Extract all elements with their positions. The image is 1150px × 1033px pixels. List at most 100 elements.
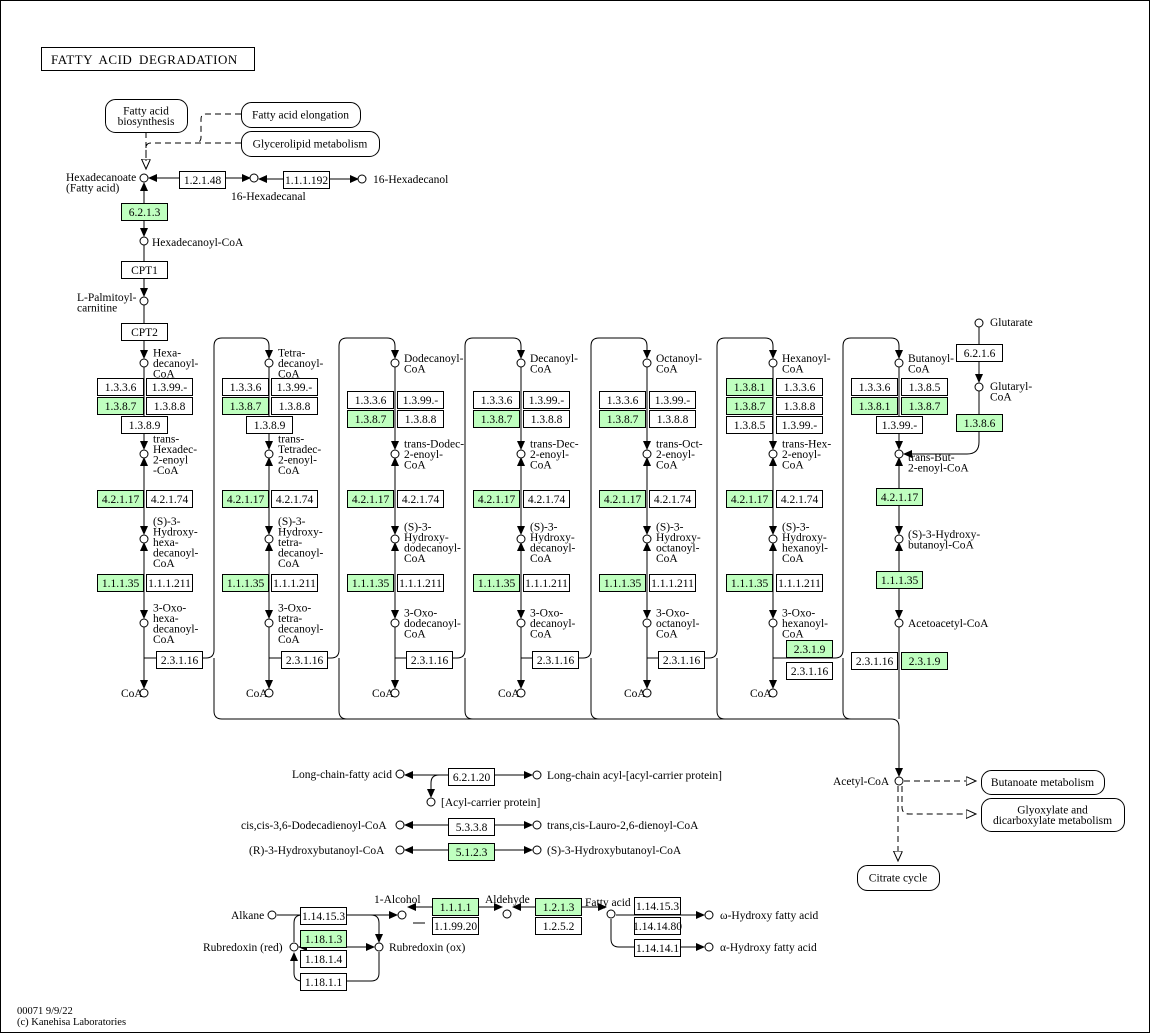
enzyme-box[interactable]: 1.3.3.6	[97, 378, 144, 396]
enzyme-box[interactable]: 6.2.1.3	[121, 203, 168, 221]
compound[interactable]: Glutaryl-CoA	[974, 381, 1032, 404]
compound-node[interactable]	[642, 688, 652, 698]
compound[interactable]: α-Hydroxy fatty acid	[704, 942, 817, 954]
compound[interactable]: Hexadecanoyl-CoA	[139, 236, 244, 249]
enzyme-box[interactable]: 1.3.8.7	[726, 397, 773, 415]
compound[interactable]: (S)-3-Hydroxy-tetra-decanoyl-CoA	[264, 516, 324, 570]
enzyme-box[interactable]: 1.1.1.211	[649, 574, 696, 592]
enzyme-box[interactable]: 4.2.1.74	[776, 490, 823, 508]
enzyme-box[interactable]: 2.3.1.16	[786, 662, 833, 680]
compound-node[interactable]	[390, 688, 400, 698]
compound[interactable]: Fatty acid	[585, 897, 631, 919]
map-link[interactable]: Butanoate metabolism	[981, 770, 1105, 795]
compound[interactable]: (R)-3-Hydroxybutanoyl-CoA	[249, 845, 405, 857]
compound[interactable]: Acetyl-CoA	[833, 776, 904, 788]
compound-node[interactable]	[704, 910, 714, 920]
compound[interactable]: trans,cis-Lauro-2,6-dienoyl-CoA	[532, 820, 699, 832]
compound[interactable]: CoA	[246, 688, 274, 700]
compound[interactable]: (S)-3-Hydroxy-decanoyl-CoA	[516, 521, 576, 565]
enzyme-box[interactable]: 1.3.8.9	[246, 416, 293, 434]
enzyme-box[interactable]: 1.14.15.3	[634, 897, 681, 915]
compound-node[interactable]	[395, 769, 405, 779]
compound[interactable]: CoA	[372, 688, 400, 700]
compound-node[interactable]	[374, 942, 384, 952]
enzyme-box[interactable]: 1.3.99.-	[271, 378, 318, 396]
enzyme-box[interactable]: 1.1.1.211	[146, 574, 193, 592]
enzyme-box[interactable]: 1.1.99.20	[432, 917, 479, 935]
enzyme-box[interactable]: 2.3.1.9	[901, 652, 948, 670]
compound[interactable]: 16-Hexadecanol	[357, 174, 448, 186]
map-link[interactable]: Fatty acid biosynthesis	[105, 99, 188, 133]
enzyme-box[interactable]: 1.1.1.211	[271, 574, 318, 592]
compound[interactable]: 16-Hexadecanal	[231, 173, 306, 203]
enzyme-box[interactable]: 1.3.99.-	[876, 416, 923, 434]
enzyme-box[interactable]: 1.3.8.7	[473, 410, 520, 428]
enzyme-box[interactable]: 1.18.1.3	[300, 930, 347, 948]
compound-node[interactable]	[139, 618, 149, 628]
compound[interactable]: 3-Oxo-tetra-decanoyl-CoA	[264, 602, 324, 646]
compound-node[interactable]	[768, 449, 778, 459]
compound[interactable]: CoA	[121, 688, 149, 700]
enzyme-box[interactable]: 1.1.1.211	[523, 574, 570, 592]
enzyme-box[interactable]: 1.3.3.6	[599, 391, 646, 409]
enzyme-box[interactable]: 4.2.1.17	[473, 490, 520, 508]
enzyme-box[interactable]: 1.3.8.8	[649, 410, 696, 428]
compound[interactable]: 3-Oxo-decanoyl-CoA	[516, 608, 576, 641]
compound-node[interactable]	[532, 770, 542, 780]
enzyme-box[interactable]: 4.2.1.17	[347, 490, 394, 508]
enzyme-box[interactable]: 1.3.8.8	[397, 410, 444, 428]
compound[interactable]: Butanoyl-CoA	[894, 353, 954, 376]
compound-node[interactable]	[139, 296, 149, 306]
compound-node[interactable]	[894, 449, 904, 459]
enzyme-box[interactable]: 4.2.1.74	[523, 490, 570, 508]
compound-node[interactable]	[516, 449, 526, 459]
compound-node[interactable]	[139, 358, 149, 368]
compound[interactable]: (S)-3-Hydroxy-dodecanoyl-CoA	[390, 521, 461, 565]
enzyme-box[interactable]: 2.3.1.16	[851, 652, 898, 670]
compound-node[interactable]	[516, 358, 526, 368]
compound[interactable]: trans-Hexadec-2-enoyl -CoA	[139, 433, 197, 477]
compound[interactable]: Hexadecanoate (Fatty acid)	[66, 172, 149, 195]
compound[interactable]: (S)-3-Hydroxy-hexa-decanoyl-CoA	[139, 516, 199, 570]
compound[interactable]: Decanoyl-CoA	[516, 353, 578, 376]
enzyme-box[interactable]: 1.3.8.8	[776, 397, 823, 415]
compound[interactable]: (S)-3-Hydroxy-octanoyl-CoA	[642, 521, 701, 565]
compound-node[interactable]	[139, 236, 149, 246]
enzyme-box[interactable]: 1.3.8.7	[347, 410, 394, 428]
enzyme-box[interactable]: 1.3.99.-	[776, 416, 823, 434]
compound[interactable]: L-Palmitoyl-carnitine	[77, 292, 149, 315]
enzyme-box[interactable]: 1.1.1.211	[776, 574, 823, 592]
compound[interactable]: Glutarate	[974, 317, 1033, 329]
enzyme-box[interactable]: 1.1.1.35	[726, 574, 773, 592]
compound[interactable]: Rubredoxin (ox)	[374, 942, 466, 954]
enzyme-box[interactable]: CPT1	[121, 261, 168, 279]
enzyme-box[interactable]: 1.2.5.2	[535, 917, 582, 935]
compound-node[interactable]	[974, 318, 984, 328]
compound-node[interactable]	[516, 688, 526, 698]
compound-node[interactable]	[642, 618, 652, 628]
compound-node[interactable]	[264, 688, 274, 698]
compound-node[interactable]	[894, 618, 904, 628]
enzyme-box[interactable]: 1.1.1.192	[283, 171, 330, 189]
compound[interactable]: CoA	[750, 688, 778, 700]
compound[interactable]: trans-Oct-2-enoyl-CoA	[642, 439, 703, 472]
enzyme-box[interactable]: 1.3.99.-	[649, 391, 696, 409]
map-link[interactable]: Glycerolipid metabolism	[241, 131, 380, 157]
compound[interactable]: Long-chain-fatty acid	[292, 769, 405, 781]
compound-node[interactable]	[264, 618, 274, 628]
compound-node[interactable]	[139, 688, 149, 698]
enzyme-box[interactable]: 1.3.8.8	[523, 410, 570, 428]
enzyme-box[interactable]: 1.3.3.6	[776, 378, 823, 396]
enzyme-box[interactable]: 1.1.1.35	[347, 574, 394, 592]
enzyme-box[interactable]: 1.1.1.35	[222, 574, 269, 592]
compound[interactable]: (S)-3-Hydroxybutanoyl-CoA	[532, 845, 682, 857]
enzyme-box[interactable]: 2.3.1.16	[532, 651, 579, 669]
enzyme-box[interactable]: 1.1.1.1	[432, 898, 479, 916]
enzyme-box[interactable]: 1.2.1.48	[179, 171, 226, 189]
enzyme-box[interactable]: 1.1.1.35	[97, 574, 144, 592]
compound[interactable]: Acetoacetyl-CoA	[894, 618, 989, 630]
compound[interactable]: cis,cis-3,6-Dodecadienoyl-CoA	[241, 820, 405, 832]
enzyme-box[interactable]: 1.3.99.-	[397, 391, 444, 409]
enzyme-box[interactable]: 4.2.1.74	[271, 490, 318, 508]
enzyme-box[interactable]: 1.3.8.8	[271, 397, 318, 415]
